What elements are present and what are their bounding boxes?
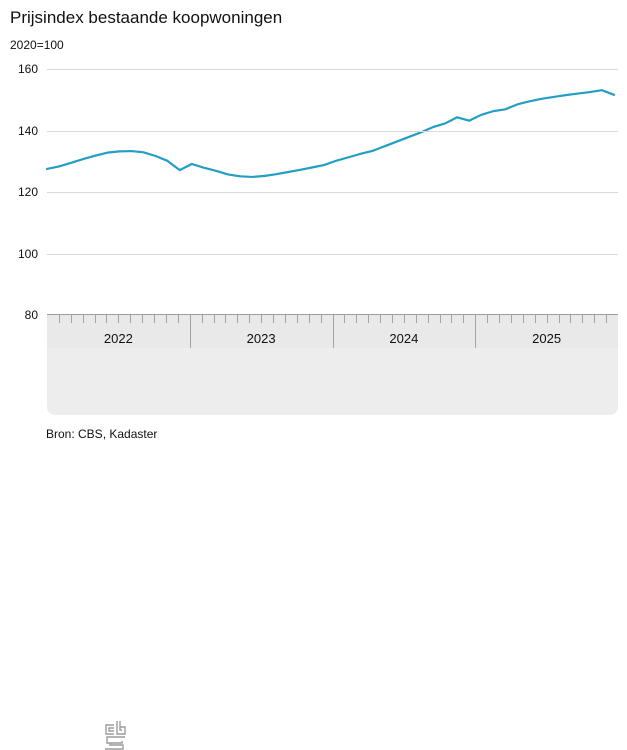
year-divider [189, 315, 191, 348]
year-divider [332, 315, 334, 348]
year-label-2022: 2022 [103, 331, 133, 346]
chart-subtitle: 2020=100 [10, 38, 64, 52]
month-tick [439, 315, 441, 323]
month-tick [308, 315, 310, 323]
month-tick [165, 315, 167, 323]
month-tick [451, 315, 453, 323]
year-label-2025: 2025 [532, 331, 562, 346]
gridline-140 [47, 130, 618, 132]
month-tick [154, 315, 156, 323]
y-axis-label-160: 160 [17, 62, 38, 77]
cbs-logo-icon [105, 721, 126, 750]
month-tick [344, 315, 346, 323]
gridline-160 [47, 69, 618, 71]
year-label-2023: 2023 [246, 331, 276, 346]
month-tick [177, 315, 179, 323]
month-tick [82, 315, 84, 323]
month-tick [606, 315, 608, 323]
month-tick [106, 315, 108, 323]
month-tick [546, 315, 548, 323]
month-tick [249, 315, 251, 323]
month-tick [380, 315, 382, 323]
y-axis-label-120: 120 [17, 185, 38, 200]
month-tick [510, 315, 512, 323]
month-tick [70, 315, 72, 323]
month-tick [594, 315, 596, 323]
month-tick [225, 315, 227, 323]
year-divider [475, 315, 477, 348]
month-tick [534, 315, 536, 323]
y-axis-label-100: 100 [17, 246, 38, 261]
month-tick [391, 315, 393, 323]
x-axis-band: 2022 2023 2024 2025 [47, 314, 618, 349]
month-tick [368, 315, 370, 323]
price-index-chart: Prijsindex bestaande koopwoningen 2020=1… [10, 8, 618, 750]
month-tick [237, 315, 239, 323]
month-tick [118, 315, 120, 323]
month-tick [403, 315, 405, 323]
month-tick [130, 315, 132, 323]
chart-title: Prijsindex bestaande koopwoningen [10, 8, 283, 27]
month-tick [427, 315, 429, 323]
y-axis-label-140: 140 [17, 123, 38, 138]
logo-panel [47, 348, 618, 750]
gridline-100 [47, 253, 618, 255]
month-tick [142, 315, 144, 323]
y-axis-label-80: 80 [24, 308, 38, 323]
month-tick [94, 315, 96, 323]
month-tick [296, 315, 298, 323]
year-label-2024: 2024 [389, 331, 419, 346]
price-index-line [45, 89, 616, 179]
month-tick [463, 315, 465, 323]
month-tick [273, 315, 275, 323]
month-tick [415, 315, 417, 323]
month-tick [284, 315, 286, 323]
month-tick [261, 315, 263, 323]
month-tick [356, 315, 358, 323]
month-tick [499, 315, 501, 323]
month-tick [201, 315, 203, 323]
month-tick [522, 315, 524, 323]
source-note: Bron: CBS, Kadaster [46, 427, 158, 441]
month-tick [320, 315, 322, 323]
month-tick [582, 315, 584, 323]
month-tick [58, 315, 60, 323]
gridline-120 [47, 192, 618, 194]
month-tick [213, 315, 215, 323]
month-tick [487, 315, 489, 323]
month-tick [558, 315, 560, 323]
month-tick [570, 315, 572, 323]
